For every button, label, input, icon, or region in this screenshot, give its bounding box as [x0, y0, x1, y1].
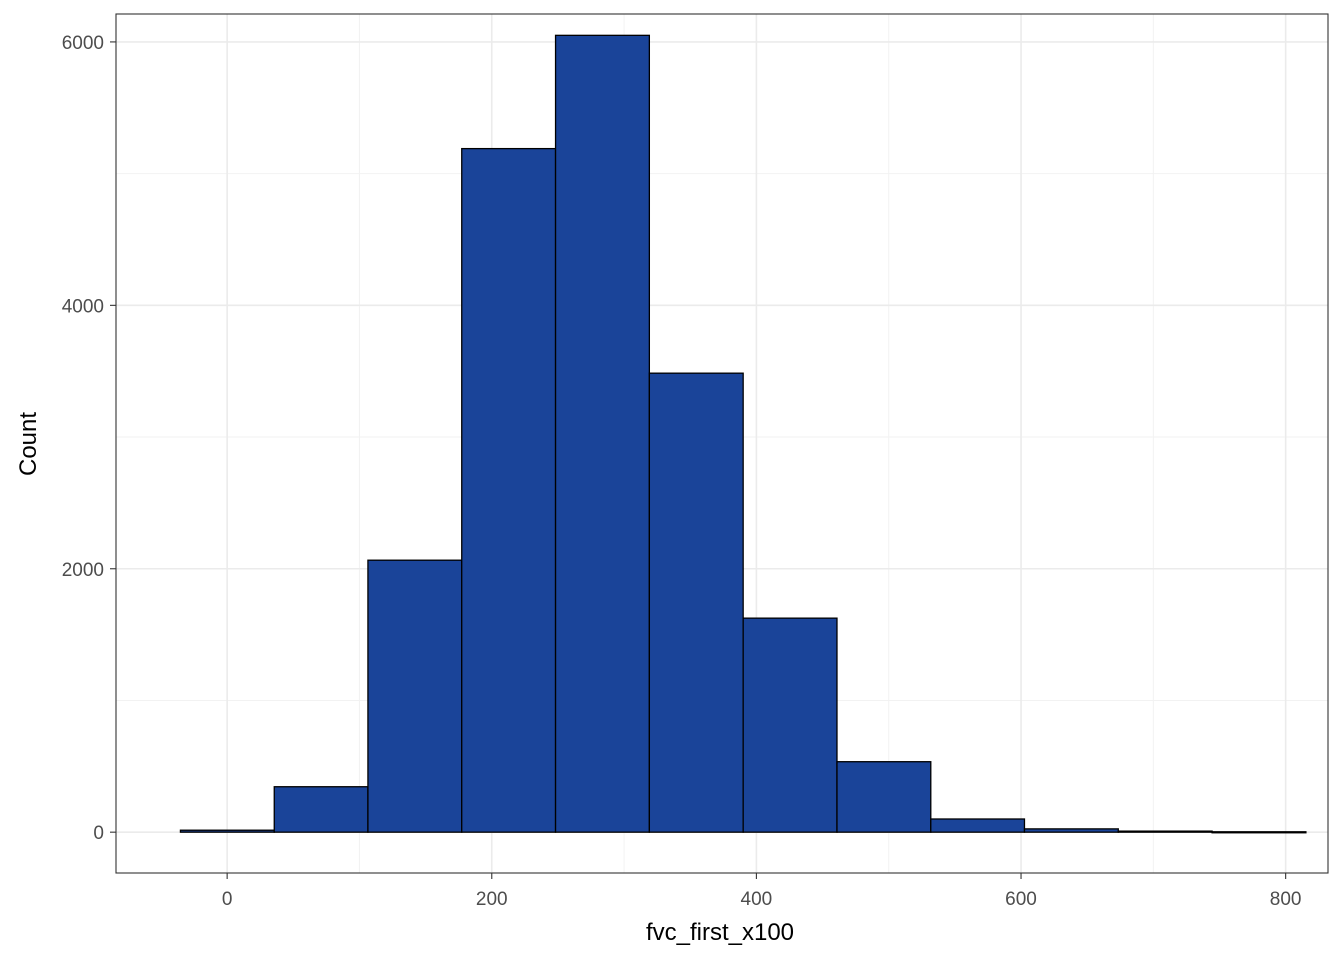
histogram-bar: [648, 372, 744, 833]
y-axis-title: Count: [15, 412, 42, 476]
x-tick-label: 0: [222, 889, 233, 910]
histogram-bar: [554, 34, 651, 833]
x-axis-ticks: 0 200 400 600 800: [222, 873, 1302, 910]
x-tick-label: 200: [476, 889, 508, 910]
histogram-bar: [1117, 830, 1213, 833]
x-tick-label: 400: [741, 889, 773, 910]
histogram-bar: [836, 761, 932, 833]
histogram-bar: [273, 786, 369, 833]
x-tick-label: 800: [1270, 889, 1302, 910]
histogram-bar: [742, 617, 838, 833]
histogram-bars: [179, 34, 1307, 834]
x-axis-title: fvc_first_x100: [646, 919, 794, 946]
y-tick-label: 2000: [62, 560, 104, 581]
y-axis-ticks: 0 2000 4000 6000: [62, 33, 116, 844]
y-tick-label: 6000: [62, 33, 104, 54]
histogram-bar: [1023, 828, 1119, 833]
panel-border: [115, 13, 1329, 874]
histogram-bar: [367, 559, 463, 833]
histogram-bar: [930, 818, 1026, 833]
histogram-bar: [179, 829, 275, 833]
histogram-bar: [1211, 831, 1307, 834]
y-tick-label: 0: [93, 823, 104, 844]
x-tick-label: 600: [1005, 889, 1037, 910]
y-tick-label: 4000: [62, 296, 104, 317]
histogram-bar: [461, 147, 557, 833]
